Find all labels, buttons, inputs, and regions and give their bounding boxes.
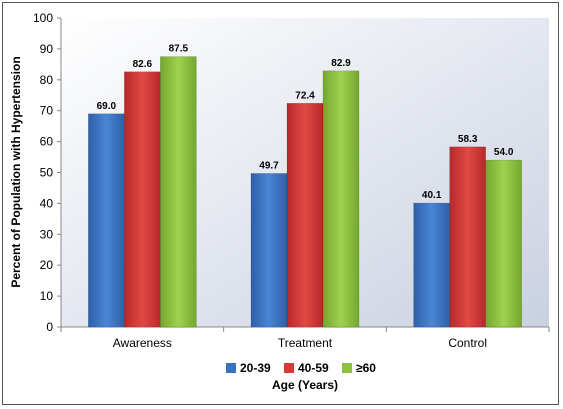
data-label: 82.6 <box>133 59 153 70</box>
x-tick-label: Awareness <box>113 336 172 350</box>
data-labels: 69.0 49.7 40.1 82.6 72.4 58.3 87.5 82.9 54.0 <box>97 44 514 201</box>
x-axis-title: Age (Years) <box>272 378 338 392</box>
data-label: 72.4 <box>295 90 315 101</box>
y-tick-label: 0 <box>46 320 53 334</box>
y-tick-label: 100 <box>33 11 53 25</box>
data-label: 49.7 <box>259 160 279 171</box>
y-tick-label: 50 <box>40 166 54 180</box>
bar-≥60-treatment <box>322 70 360 328</box>
bar-20-39-treatment <box>250 173 288 328</box>
y-axis-ticks: 0 10 20 30 40 50 60 70 80 90 100 <box>33 11 61 334</box>
data-label: 87.5 <box>169 44 189 55</box>
y-axis-title: Percent of Population with Hypertension <box>9 56 23 287</box>
legend-label: 20-39 <box>240 361 271 375</box>
legend-swatch <box>342 363 352 373</box>
y-tick-label: 40 <box>40 196 54 210</box>
legend-swatch <box>284 363 294 373</box>
bar-40-59-control <box>449 146 486 328</box>
y-tick-label: 10 <box>40 289 54 303</box>
data-label: 40.1 <box>422 190 442 201</box>
bar-40-59-treatment <box>286 103 324 328</box>
legend-label: ≥60 <box>356 361 376 375</box>
legend-label: 40-59 <box>298 361 329 375</box>
y-tick-label: 30 <box>40 227 54 241</box>
y-tick-label: 60 <box>40 135 54 149</box>
bar-20-39-control <box>413 202 450 328</box>
data-label: 82.9 <box>331 58 351 69</box>
bar-40-59-awareness <box>124 71 161 328</box>
bars <box>88 56 522 328</box>
y-tick-label: 70 <box>40 104 54 118</box>
x-tick-label: Control <box>448 336 487 350</box>
y-tick-label: 20 <box>40 258 54 272</box>
data-label: 58.3 <box>458 134 478 145</box>
data-label: 54.0 <box>494 147 514 158</box>
x-axis-ticks: Awareness Treatment Control <box>60 327 550 350</box>
legend: 20-39 40-59 ≥60 <box>226 361 376 375</box>
bar-20-39-awareness <box>88 113 125 328</box>
y-tick-label: 90 <box>40 42 54 56</box>
x-tick-label: Treatment <box>278 336 333 350</box>
legend-swatch <box>226 363 236 373</box>
bar-≥60-awareness <box>160 56 197 328</box>
bar-≥60-control <box>485 159 522 328</box>
y-tick-label: 80 <box>40 73 54 87</box>
data-label: 69.0 <box>97 101 117 112</box>
